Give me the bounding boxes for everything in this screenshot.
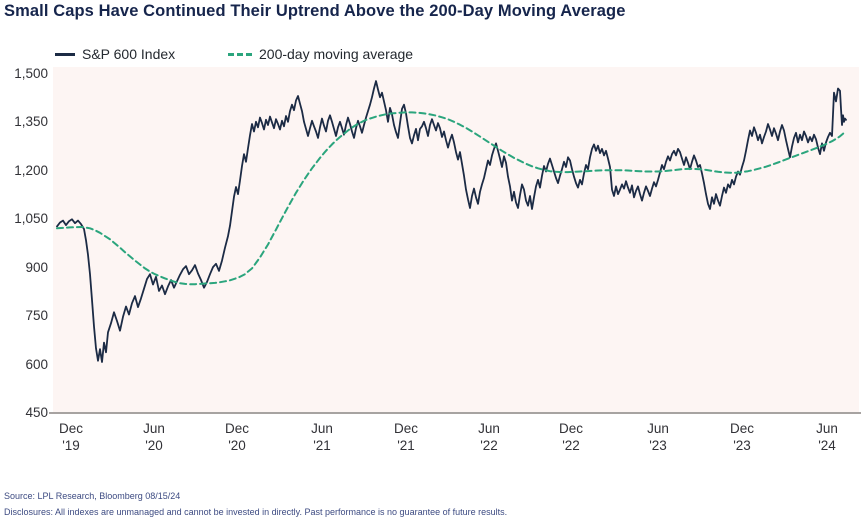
x-axis-label-month: Dec [224,421,249,436]
x-axis-label: Jun '23 [626,420,690,454]
legend-label-moving-average: 200-day moving average [259,46,414,62]
legend-item-moving-average: 200-day moving average [228,44,413,64]
moving-average-line [56,111,847,286]
x-axis-label-month: Dec [58,421,83,436]
x-axis-label-year: '19 [62,438,80,453]
x-axis-label-year: '22 [562,438,580,453]
x-axis-label: Jun '21 [290,420,354,454]
sp600-index-line [56,80,847,363]
x-axis-label-month: Jun [478,421,500,436]
x-axis-label: Dec '23 [710,420,774,454]
y-axis-label: 1,050 [14,211,48,227]
x-axis-label-year: '21 [397,438,415,453]
x-axis-label-month: Jun [143,421,165,436]
y-axis-label: 600 [25,356,48,372]
x-axis-line [49,412,861,414]
y-axis-label: 1,500 [14,66,48,81]
footer-disclosures-text: Disclosures: All indexes are unmanaged a… [4,507,508,517]
footer-source-text: Source: LPL Research, Bloomberg 08/15/24 [4,491,181,501]
x-axis-label: Dec '21 [374,420,438,454]
x-axis-label-year: '20 [228,438,246,453]
x-axis-label: Jun '20 [122,420,186,454]
x-axis-label: Jun '24 [795,420,859,454]
x-axis-label-month: Dec [729,421,754,436]
x-axis-label-year: '23 [733,438,751,453]
x-axis-label: Dec '19 [39,420,103,454]
x-axis-label-month: Jun [311,421,333,436]
x-axis-label-year: '23 [649,438,667,453]
x-axis-label-month: Dec [393,421,418,436]
moving-average-dashed-swatch-icon [228,52,252,56]
sp600-line-swatch-icon [55,52,75,56]
x-axis-label-month: Jun [816,421,838,436]
y-axis-label: 450 [25,405,48,420]
chart-title: Small Caps Have Continued Their Uptrend … [4,2,626,20]
plot-area-background [53,67,859,413]
x-axis-label-year: '21 [313,438,331,453]
legend-item-sp600: S&P 600 Index [55,44,175,64]
x-axis-label: Dec '22 [539,420,603,454]
legend-label-sp600: S&P 600 Index [82,46,176,62]
y-axis-label: 1,200 [14,162,48,178]
x-axis-label-year: '22 [480,438,498,453]
x-axis-label: Jun '22 [457,420,521,454]
y-axis-label: 750 [25,308,48,324]
chart-legend: S&P 600 Index 200-day moving average [0,44,865,64]
y-axis-label: 1,350 [14,114,48,130]
x-axis-label-month: Jun [647,421,669,436]
x-axis-label-year: '24 [818,438,836,453]
x-axis-label: Dec '20 [205,420,269,454]
line-chart [56,80,847,363]
y-axis-label: 900 [25,259,48,275]
x-axis-label-month: Dec [558,421,583,436]
x-axis-label-year: '20 [145,438,163,453]
